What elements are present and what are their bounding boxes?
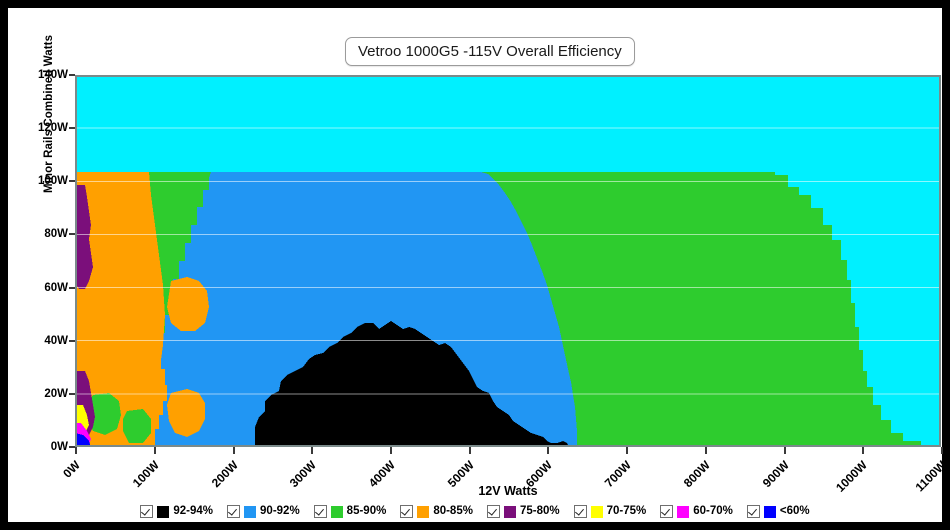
- y-tick-mark: [69, 74, 75, 76]
- y-tick-label: 0W: [50, 441, 68, 453]
- x-tick-mark: [232, 447, 235, 454]
- legend-item-92-94[interactable]: 92-94%: [140, 505, 213, 518]
- legend-checkbox-icon[interactable]: [227, 505, 241, 518]
- legend-label: 92-94%: [173, 504, 214, 517]
- legend-checkbox-icon[interactable]: [486, 505, 500, 518]
- x-tick-mark: [547, 447, 550, 454]
- legend-color-swatch: [417, 505, 430, 518]
- legend-color-swatch: [157, 505, 170, 518]
- y-tick-label: 120W: [37, 122, 68, 135]
- x-tick-mark: [311, 447, 314, 454]
- y-axis-title: Minor Rails Combined Watts: [43, 34, 55, 193]
- legend-label: 85-90%: [346, 504, 387, 517]
- y-tick-mark: [69, 233, 75, 236]
- x-tick-mark: [626, 447, 629, 454]
- legend-label: 90-92%: [260, 504, 300, 517]
- x-tick-mark: [153, 447, 156, 454]
- legend-checkbox-icon[interactable]: [746, 505, 760, 518]
- legend-checkbox-icon[interactable]: [573, 505, 587, 518]
- legend-color-swatch: [677, 505, 690, 518]
- page-title: Vetroo 1000G5 -115V Overall Efficiency: [358, 43, 622, 60]
- y-tick-label: 100W: [37, 175, 68, 188]
- efficiency-contour-plot: [75, 75, 941, 447]
- chart-card: Vetroo 1000G5 -115V Overall Efficiency M…: [8, 8, 949, 522]
- legend-item-70-75[interactable]: 70-75%: [573, 504, 647, 518]
- gridlines: [75, 127, 941, 395]
- legend-color-swatch: [330, 505, 343, 518]
- region-80-85-column: [111, 172, 165, 447]
- legend-label: <60%: [779, 504, 810, 517]
- legend-color-swatch: [503, 505, 516, 518]
- x-tick-mark: [75, 447, 77, 454]
- legend-label: 80-85%: [433, 504, 473, 517]
- x-tick-mark: [389, 447, 392, 454]
- legend-checkbox-icon[interactable]: [400, 505, 414, 518]
- y-tick-mark: [69, 286, 75, 289]
- chart-title-box: Vetroo 1000G5 -115V Overall Efficiency: [345, 37, 635, 66]
- region-85-90-pocket-b: [123, 409, 151, 443]
- x-tick-mark: [862, 447, 865, 454]
- x-tick-mark: [783, 447, 786, 454]
- x-tick-mark: [941, 447, 943, 454]
- y-tick-label: 60W: [44, 281, 68, 294]
- region-85-90-pocket-a: [87, 393, 121, 435]
- y-tick-mark: [69, 339, 75, 342]
- x-tick-mark: [704, 447, 707, 454]
- legend-checkbox-icon[interactable]: [660, 505, 674, 518]
- y-tick-label: 80W: [44, 228, 68, 241]
- region-below-60: [75, 433, 91, 447]
- legend-color-swatch: [763, 505, 776, 518]
- y-tick-label: 140W: [37, 69, 68, 81]
- legend-label: 75-80%: [519, 504, 560, 517]
- legend-color-swatch: [590, 505, 603, 518]
- y-tick-mark: [69, 392, 75, 395]
- y-tick-label: 40W: [44, 334, 68, 347]
- legend-label: 70-75%: [606, 504, 647, 517]
- x-axis-title: 12V Watts: [478, 484, 538, 498]
- legend-item-60-70[interactable]: 60-70%: [660, 505, 733, 518]
- x-tick-mark: [468, 447, 471, 454]
- region-80-85-lobe-lower: [167, 389, 205, 437]
- legend-label: 60-70%: [693, 504, 733, 517]
- plot-area: Minor Rails Combined Watts 12V Watts: [37, 34, 949, 498]
- region-75-80: [75, 185, 93, 289]
- legend-checkbox-icon[interactable]: [313, 505, 327, 518]
- chart-legend: 92-94% 90-92% 85-90% 80-85% 75-80%: [8, 505, 942, 518]
- y-tick-mark: [69, 446, 75, 448]
- legend-checkbox-icon[interactable]: [140, 505, 154, 518]
- legend-item-90-92[interactable]: 90-92%: [227, 505, 300, 518]
- legend-item-75-80[interactable]: 75-80%: [486, 504, 560, 518]
- legend-color-swatch: [244, 505, 257, 518]
- y-tick-label: 20W: [44, 387, 68, 400]
- region-92-94: [255, 321, 569, 447]
- region-80-85-lobe-upper: [167, 277, 209, 331]
- legend-item-80-85[interactable]: 80-85%: [400, 505, 473, 518]
- legend-item-85-90[interactable]: 85-90%: [313, 504, 387, 518]
- legend-item-below-60[interactable]: <60%: [746, 504, 810, 518]
- plot-border: [75, 75, 941, 447]
- y-tick-mark: [69, 180, 75, 183]
- y-tick-mark: [69, 127, 75, 130]
